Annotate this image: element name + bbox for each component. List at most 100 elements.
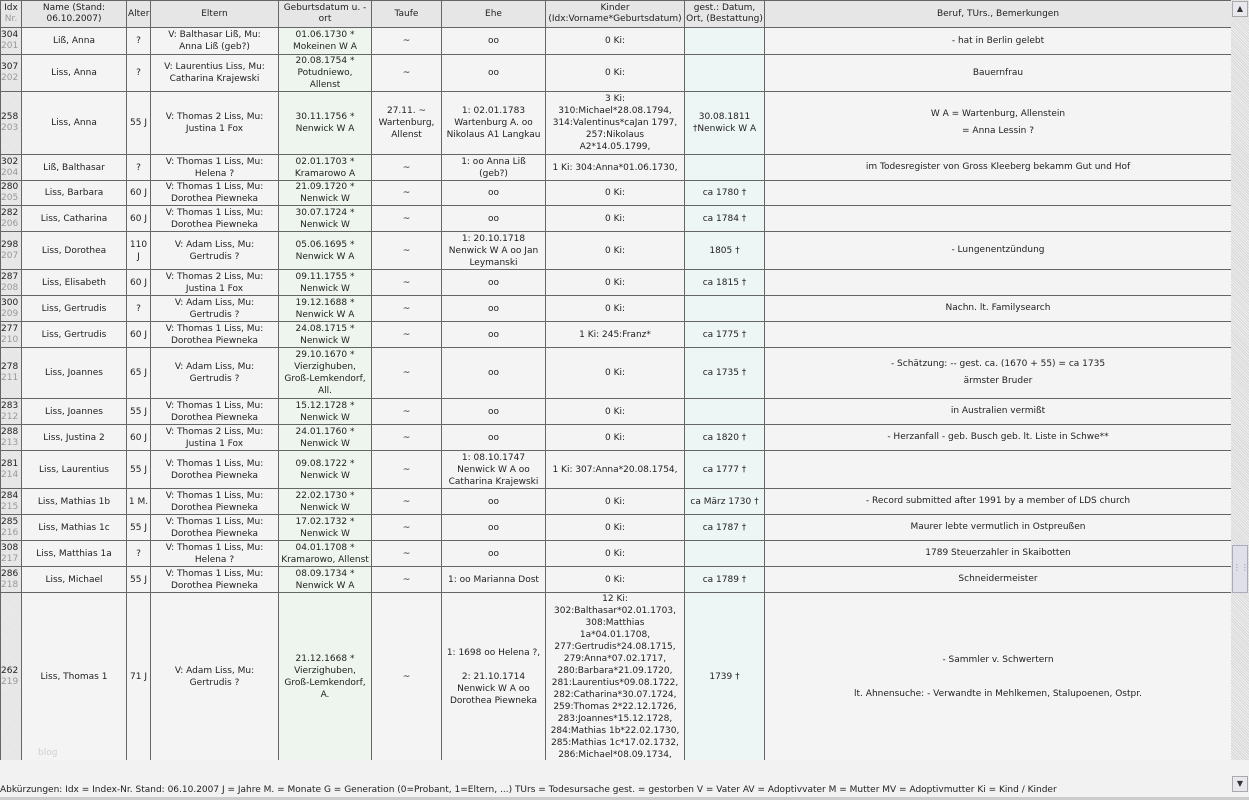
index-number: 285 (1, 516, 19, 527)
death-cell (684, 295, 765, 322)
marriage-cell: 1: 20.10.1718 Nenwick W A oo Jan Leymans… (441, 231, 546, 270)
table-row: 287 208 Liss, Elisabeth 60 J V: Thomas 2 Lis… (0, 269, 1231, 296)
header-gest[interactable]: gest.: Datum, Ort, (Bestattung) (684, 0, 765, 28)
idx-cell: 308 217 (0, 540, 22, 567)
marriage-cell: oo (441, 205, 546, 232)
row-number: 212 (1, 411, 19, 422)
name-cell: Liss, Justina 2 (21, 424, 127, 451)
header-eltern[interactable]: Eltern (150, 0, 279, 28)
table-row: 284 215 Liss, Mathias 1b 1 M. V: Thomas 1 Li… (0, 488, 1231, 515)
children-cell: 0 Ki: (545, 540, 685, 567)
name-cell: Liss, Catharina (21, 205, 127, 232)
children-cell: 1 Ki: 304:Anna*01.06.1730, (545, 154, 685, 181)
index-number: 278 (1, 362, 19, 372)
children-cell: 0 Ki: (545, 295, 685, 322)
birth-cell: 05.06.1695 * Nenwick W A (278, 231, 372, 270)
row-number: 202 (1, 73, 19, 83)
header-bemerkungen[interactable]: Beruf, TUrs., Bemerkungen (764, 0, 1231, 28)
death-cell (684, 540, 765, 567)
baptism-cell: ~ (371, 54, 442, 92)
scroll-down-icon[interactable]: ▼ (1232, 776, 1248, 792)
birth-cell: 15.12.1728 * Nenwick W (278, 398, 372, 425)
age-cell: 1 M. (126, 488, 151, 515)
age-cell: 60 J (126, 205, 151, 232)
row-number: 208 (1, 282, 19, 293)
vertical-scrollbar[interactable]: ▲ ⋮⋮ ▼ (1231, 0, 1249, 792)
header-nr-label: Nr. (4, 14, 18, 24)
idx-cell: 288 213 (0, 424, 22, 451)
header-idx[interactable]: Idx Nr. (0, 0, 22, 28)
idx-cell: 300 209 (0, 295, 22, 322)
row-number: 209 (1, 308, 19, 319)
birth-cell: 30.11.1756 * Nenwick W A (278, 91, 372, 155)
children-cell: 0 Ki: (545, 566, 685, 593)
age-cell: 60 J (126, 424, 151, 451)
birth-cell: 21.09.1720 * Nenwick W (278, 180, 372, 206)
death-cell: 1805 † (684, 231, 765, 270)
name-cell: Liss, Joannes (21, 347, 127, 399)
parents-cell: V: Laurentius Liss, Mu: Catharina Krajew… (150, 54, 279, 92)
birth-cell: 20.08.1754 * Potudniewo, Allenst (278, 54, 372, 92)
header-name[interactable]: Name (Stand: 06.10.2007) (21, 0, 127, 28)
baptism-cell: ~ (371, 540, 442, 567)
children-cell: 1 Ki: 307:Anna*20.08.1754, (545, 450, 685, 489)
header-alter[interactable]: Alter (126, 0, 151, 28)
birth-cell: 04.01.1708 * Kramarowo, Allenst (278, 540, 372, 567)
death-cell: ca 1815 † (684, 269, 765, 296)
index-number: 277 (1, 323, 19, 334)
marriage-cell: 1: 02.01.1783 Wartenburg A. oo Nikolaus … (441, 91, 546, 155)
children-cell: 1 Ki: 245:Franz* (545, 321, 685, 348)
name-cell: Liss, Gertrudis (21, 295, 127, 322)
death-cell: ca 1789 † (684, 566, 765, 593)
age-cell: 71 J (126, 592, 151, 760)
header-geburt[interactable]: Geburtsdatum u. - ort (278, 0, 372, 28)
baptism-cell: ~ (371, 424, 442, 451)
idx-cell: 278 211 (0, 347, 22, 399)
index-number: 304 (1, 30, 19, 40)
marriage-cell: 1: 08.10.1747 Nenwick W A oo Catharina K… (441, 450, 546, 489)
age-cell: 55 J (126, 398, 151, 425)
row-number: 204 (1, 167, 19, 178)
parents-cell: V: Adam Liss, Mu: Gertrudis ? (150, 295, 279, 322)
marriage-cell: oo (441, 269, 546, 296)
scrollbar-thumb[interactable]: ⋮⋮ (1232, 545, 1249, 593)
row-number: 216 (1, 527, 19, 538)
index-number: 287 (1, 271, 19, 282)
header-ehe[interactable]: Ehe (441, 0, 546, 28)
table-row: 278 211 Liss, Joannes 65 J V: Adam Liss, Mu:… (0, 347, 1231, 399)
index-number: 282 (1, 207, 19, 218)
idx-cell: 262 219 (0, 592, 22, 760)
death-cell: ca 1775 † (684, 321, 765, 348)
birth-cell: 01.06.1730 * Mokeinen W A (278, 27, 372, 55)
scroll-up-icon[interactable]: ▲ (1232, 1, 1248, 17)
baptism-cell: ~ (371, 321, 442, 348)
parents-cell: V: Thomas 1 Liss, Mu: Dorothea Piewneka (150, 205, 279, 232)
idx-cell: 283 212 (0, 398, 22, 425)
children-cell: 0 Ki: (545, 269, 685, 296)
marriage-cell: 1: oo Anna Liß (geb?) (441, 154, 546, 181)
age-cell: 55 J (126, 566, 151, 593)
row-number: 206 (1, 218, 19, 229)
baptism-cell: ~ (371, 154, 442, 181)
death-cell (684, 54, 765, 92)
parents-cell: V: Thomas 1 Liss, Mu: Dorothea Piewneka (150, 398, 279, 425)
remarks-cell: im Todesregister von Gross Kleeberg beka… (764, 154, 1231, 181)
idx-cell: 258 203 (0, 91, 22, 155)
children-cell: 12 Ki: 302:Balthasar*02.01.1703, 308:Mat… (545, 592, 685, 760)
children-cell: 0 Ki: (545, 514, 685, 541)
row-number: 219 (1, 677, 19, 687)
idx-cell: 284 215 (0, 488, 22, 515)
name-cell: Liss, Dorothea (21, 231, 127, 270)
age-cell: 60 J (126, 180, 151, 206)
age-cell: 55 J (126, 450, 151, 489)
baptism-cell: 27.11. ~ Wartenburg, Allenst (371, 91, 442, 155)
header-taufe[interactable]: Taufe (371, 0, 442, 28)
name-cell: Liss, Anna (21, 54, 127, 92)
parents-cell: V: Thomas 2 Liss, Mu: Justina 1 Fox (150, 91, 279, 155)
children-cell: 0 Ki: (545, 27, 685, 55)
remarks-cell: - Schätzung: -- gest. ca. (1670 + 55) = … (764, 347, 1231, 399)
marriage-cell: oo (441, 488, 546, 515)
parents-cell: V: Thomas 1 Liss, Mu: Helena ? (150, 154, 279, 181)
parents-cell: V: Thomas 1 Liss, Mu: Dorothea Piewneka (150, 514, 279, 541)
header-kinder[interactable]: Kinder (Idx:Vorname*Geburtsdatum) (545, 0, 685, 28)
